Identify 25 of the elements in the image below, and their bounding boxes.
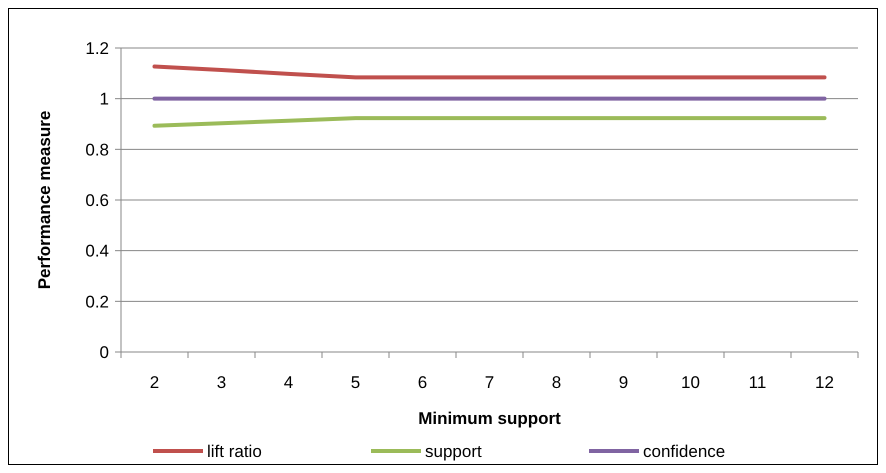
y-tick-label: 1: [100, 90, 109, 109]
x-tick-label: 3: [216, 373, 226, 392]
y-tick-label: 0.8: [85, 140, 109, 160]
x-tick-label: 11: [748, 373, 766, 392]
line-series: [152, 116, 826, 128]
line-series: [152, 64, 826, 80]
x-tick-label: 9: [618, 373, 628, 392]
y-tick-label: 1.2: [85, 38, 109, 58]
legend-label: support: [425, 442, 482, 461]
legend-label: confidence: [643, 442, 726, 461]
y-axis-title: Performance measure: [35, 110, 54, 290]
x-tick-label: 6: [418, 373, 428, 392]
legend-label: lift ratio: [207, 442, 262, 461]
x-tick-label: 7: [484, 373, 494, 392]
y-tick-label: 0.6: [85, 190, 109, 210]
y-tick-label: 0.2: [85, 292, 109, 312]
x-tick-label: 2: [150, 373, 160, 392]
x-tick-label: 4: [284, 373, 294, 392]
y-tick-label: 0.4: [85, 242, 109, 261]
x-tick-label: 12: [815, 373, 834, 392]
x-axis-title: Minimum support: [418, 409, 562, 428]
x-tick-label: 10: [681, 373, 700, 392]
y-tick-label: 0: [100, 342, 109, 362]
x-tick-label: 8: [552, 373, 562, 392]
x-tick-label: 5: [350, 373, 360, 392]
